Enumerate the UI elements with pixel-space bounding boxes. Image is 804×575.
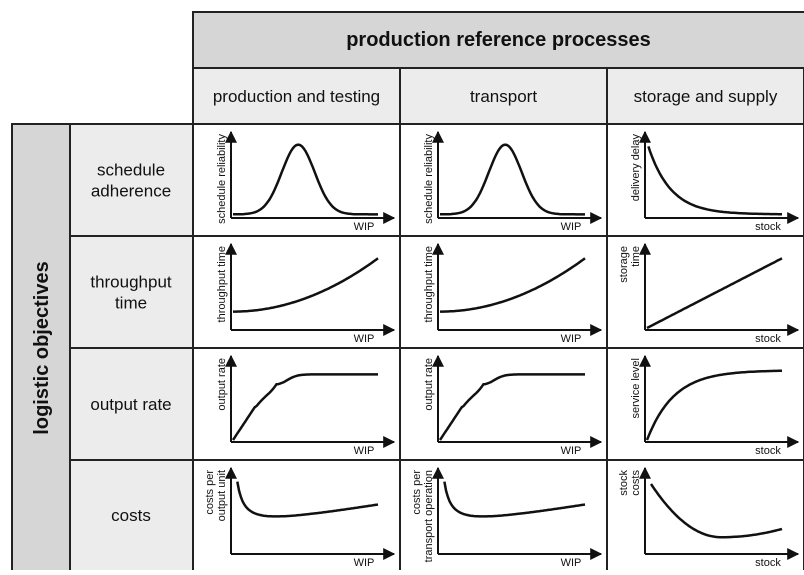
y-axis-label: stock [618, 470, 630, 496]
x-axis-label: stock [755, 445, 781, 457]
y-axis-label: storage [618, 246, 630, 283]
y-axis-label: costs per [411, 470, 423, 515]
row-header [69, 459, 194, 573]
curve [443, 481, 586, 518]
y-axis-label: time [630, 246, 642, 267]
y-axis-label: transport operation [423, 470, 435, 562]
row-header [69, 235, 194, 349]
row-label: adherence [91, 182, 171, 201]
x-axis-label: stock [755, 221, 781, 233]
y-axis-label: schedule reliability [216, 134, 228, 224]
row-label: time [115, 294, 147, 313]
row-label: output rate [90, 395, 171, 414]
curve [233, 143, 378, 216]
curve [231, 373, 378, 441]
y-axis-label: output rate [216, 358, 228, 411]
x-axis-label: WIP [561, 333, 582, 345]
x-axis-label: WIP [561, 221, 582, 233]
side-label: logistic objectives [31, 261, 53, 434]
y-axis-label: costs per [204, 470, 216, 515]
y-axis-label: throughput time [216, 246, 228, 322]
row-label: costs [111, 506, 151, 525]
y-axis-label: delivery delay [630, 134, 642, 202]
column-header [192, 67, 401, 125]
y-axis-label: schedule reliability [423, 134, 435, 224]
x-axis-label: WIP [561, 445, 582, 457]
curve [649, 483, 783, 539]
row-header [69, 347, 194, 461]
x-axis-label: WIP [354, 221, 375, 233]
x-axis-label: WIP [354, 333, 375, 345]
curve [440, 257, 586, 313]
x-axis-label: stock [755, 333, 781, 345]
row-label: throughput [90, 273, 172, 292]
column-label: transport [470, 87, 537, 106]
row-label: schedule [97, 161, 165, 180]
curve [233, 257, 379, 313]
header-title: production reference processes [346, 29, 651, 51]
column-label: production and testing [213, 87, 380, 106]
row-header [69, 123, 194, 237]
x-axis-label: WIP [354, 557, 375, 569]
curve [645, 369, 782, 441]
y-axis-label: throughput time [423, 246, 435, 322]
curve [647, 146, 782, 216]
curve [236, 481, 379, 518]
curve [646, 257, 783, 330]
header-cell [192, 11, 804, 69]
column-label: storage and supply [634, 87, 778, 106]
x-axis-label: WIP [354, 445, 375, 457]
y-axis-label: service level [630, 358, 642, 419]
x-axis-label: WIP [561, 557, 582, 569]
x-axis-label: stock [755, 557, 781, 569]
curve [438, 373, 585, 441]
curve [440, 143, 585, 216]
y-axis-label: output rate [423, 358, 435, 411]
y-axis-label: costs [630, 470, 642, 496]
y-axis-label: output unit [216, 470, 228, 521]
